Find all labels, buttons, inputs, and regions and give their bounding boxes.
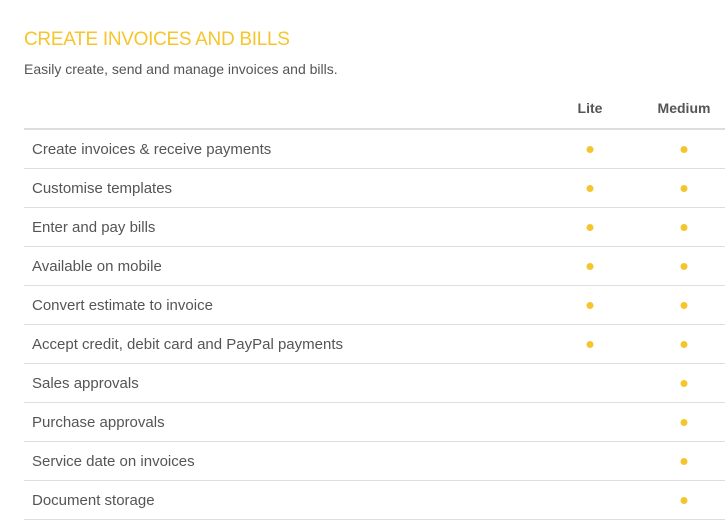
feature-comparison-table: Lite Medium Create invoices & receive pa… (24, 95, 725, 520)
medium-included-dot-icon (680, 263, 688, 270)
feature-label: Sales approvals (32, 375, 139, 392)
medium-included-dot-icon (680, 146, 688, 153)
feature-label: Enter and pay bills (32, 219, 156, 236)
lite-included-dot-icon (586, 263, 594, 270)
table-row: Customise templates (24, 169, 725, 208)
medium-included-dot-icon (680, 302, 688, 309)
feature-label: Customise templates (32, 180, 173, 197)
column-header-medium: Medium (657, 100, 711, 116)
table-header: Lite Medium (24, 95, 725, 130)
table-row: Sales approvals (24, 364, 725, 403)
medium-included-dot-icon (680, 419, 688, 426)
table-row: Purchase approvals (24, 403, 725, 442)
feature-label: Available on mobile (32, 258, 162, 275)
table-row: Create invoices & receive payments (24, 130, 725, 169)
feature-label: Convert estimate to invoice (32, 297, 213, 314)
feature-label: Service date on invoices (32, 453, 195, 470)
medium-included-dot-icon (680, 458, 688, 465)
table-row: Document storage (24, 481, 725, 520)
medium-included-dot-icon (680, 185, 688, 192)
table-row: Service date on invoices (24, 442, 725, 481)
medium-included-dot-icon (680, 224, 688, 231)
table-row: Accept credit, debit card and PayPal pay… (24, 325, 725, 364)
feature-label: Purchase approvals (32, 414, 165, 431)
table-row: Enter and pay bills (24, 208, 725, 247)
column-header-lite: Lite (577, 100, 603, 116)
medium-included-dot-icon (680, 380, 688, 387)
lite-included-dot-icon (586, 185, 594, 192)
table-row: Convert estimate to invoice (24, 286, 725, 325)
table-row: Available on mobile (24, 247, 725, 286)
medium-included-dot-icon (680, 341, 688, 348)
feature-label: Document storage (32, 492, 155, 509)
lite-included-dot-icon (586, 302, 594, 309)
section-subtitle: Easily create, send and manage invoices … (24, 61, 338, 77)
section-title: CREATE INVOICES AND BILLS (24, 29, 290, 50)
lite-included-dot-icon (586, 341, 594, 348)
feature-label: Create invoices & receive payments (32, 141, 272, 158)
feature-label: Accept credit, debit card and PayPal pay… (32, 336, 344, 353)
lite-included-dot-icon (586, 146, 594, 153)
medium-included-dot-icon (680, 497, 688, 504)
lite-included-dot-icon (586, 224, 594, 231)
